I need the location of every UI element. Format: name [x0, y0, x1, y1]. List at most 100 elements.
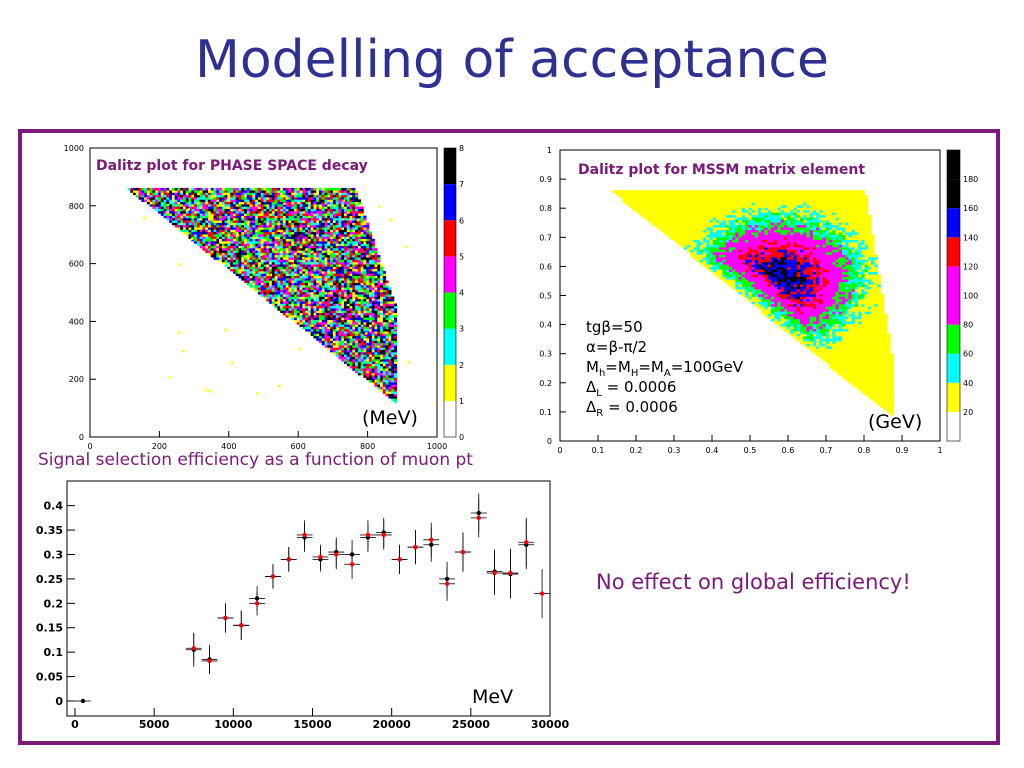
- heatmap-cell: [305, 291, 309, 295]
- heatmap-cell: [238, 236, 242, 240]
- heatmap-cell: [366, 234, 370, 237]
- heatmap-cell: [230, 266, 234, 270]
- heatmap-cell: [371, 257, 375, 260]
- heatmap-cell: [302, 256, 305, 260]
- heatmap-cell: [294, 211, 298, 214]
- heatmap-cell: [224, 217, 228, 221]
- heatmap-cell: [677, 190, 681, 193]
- heatmap-cell: [369, 324, 373, 327]
- heatmap-cell: [385, 340, 389, 344]
- heatmap-cell: [661, 207, 665, 211]
- heatmap-cell: [202, 234, 206, 237]
- heatmap-cell: [219, 227, 223, 230]
- heatmap-cell: [146, 192, 150, 196]
- heatmap-cell: [638, 202, 643, 206]
- heatmap-cell: [332, 349, 336, 353]
- heatmap-cell: [338, 250, 342, 253]
- heatmap-cell: [183, 231, 187, 235]
- heatmap-cell: [677, 197, 681, 201]
- heatmap-cell: [712, 252, 717, 255]
- heatmap-cell: [712, 264, 717, 268]
- heatmap-cell: [205, 220, 209, 223]
- heatmap-cell: [299, 224, 303, 228]
- heatmap-cell: [657, 219, 662, 223]
- heatmap-cell: [716, 214, 720, 218]
- heatmap-cell: [330, 220, 334, 223]
- heatmap-cell: [696, 224, 701, 228]
- heatmap-cell: [385, 363, 389, 367]
- heatmap-cell: [282, 259, 286, 263]
- heatmap-cell: [619, 190, 623, 193]
- heatmap-cell: [246, 206, 250, 210]
- heatmap-cell: [299, 315, 303, 318]
- heatmap-cell: [310, 190, 314, 193]
- heatmap-cell: [369, 331, 373, 334]
- heatmap-cell: [257, 266, 261, 270]
- heatmap-cell: [391, 301, 395, 304]
- heatmap-cell: [725, 254, 730, 258]
- heatmap-cell: [205, 248, 209, 251]
- heatmap-cell: [363, 234, 367, 237]
- heatmap-cell: [280, 294, 284, 297]
- heatmap-cell: [302, 266, 306, 270]
- heatmap-cell: [249, 204, 253, 207]
- heatmap-cell: [271, 206, 275, 210]
- heatmap-cell: [296, 261, 300, 265]
- heatmap-cell: [319, 201, 323, 205]
- heatmap-cell: [335, 222, 339, 226]
- heatmap-cell: [269, 266, 273, 270]
- heatmap-cell: [332, 305, 336, 309]
- heatmap-cell: [357, 352, 361, 355]
- heatmap-cell: [388, 377, 392, 381]
- heatmap-cell: [235, 220, 239, 223]
- heatmap-cell: [391, 368, 395, 371]
- heatmap-cell: [213, 204, 217, 207]
- heatmap-cell: [210, 234, 214, 237]
- heatmap-cell: [299, 194, 303, 198]
- heatmap-cell: [388, 389, 392, 392]
- heatmap-cell: [321, 335, 325, 339]
- heatmap-cell: [266, 231, 270, 235]
- heatmap-cell: [291, 190, 295, 193]
- heatmap-cell: [725, 276, 730, 280]
- heatmap-cell: [357, 365, 361, 369]
- heatmap-cell: [260, 259, 264, 263]
- heatmap-cell: [305, 271, 309, 274]
- heatmap-cell: [263, 268, 267, 272]
- heatmap-cell: [352, 365, 356, 369]
- heatmap-cell: [391, 319, 395, 323]
- heatmap-cell: [313, 333, 317, 337]
- heatmap-cell: [693, 237, 697, 240]
- heatmap-cell: [252, 224, 256, 228]
- heatmap-cell: [244, 280, 248, 284]
- heatmap-cell: [263, 245, 267, 249]
- heatmap-cell: [260, 278, 264, 281]
- heatmap-cell: [699, 256, 704, 260]
- heatmap-cell: [246, 192, 250, 196]
- heatmap-cell: [277, 227, 281, 230]
- heatmap-cell: [712, 190, 717, 193]
- heatmap-cell: [313, 294, 317, 297]
- heatmap-cell: [252, 234, 256, 237]
- heatmap-cell: [363, 254, 367, 258]
- heatmap-cell: [246, 220, 250, 223]
- heatmap-cell: [338, 241, 342, 244]
- heatmap-cell: [299, 291, 303, 295]
- heatmap-cell: [369, 347, 373, 351]
- heatmap-cell: [327, 217, 331, 221]
- heatmap-cell: [725, 279, 730, 282]
- heatmap-cell: [310, 243, 314, 247]
- heatmap-cell: [341, 248, 345, 251]
- heatmap-cell: [709, 259, 714, 263]
- heatmap-cell: [230, 204, 234, 207]
- heatmap-cell: [363, 264, 367, 267]
- heatmap-cell: [277, 261, 281, 265]
- heatmap-cell: [163, 201, 167, 205]
- heatmap-cell: [677, 212, 681, 216]
- heatmap-cell: [380, 363, 384, 367]
- heatmap-cell: [313, 234, 317, 237]
- heatmap-cell: [266, 201, 270, 205]
- heatmap-cell: [241, 192, 245, 196]
- heatmap-cell: [241, 204, 245, 207]
- heatmap-cell: [160, 199, 164, 203]
